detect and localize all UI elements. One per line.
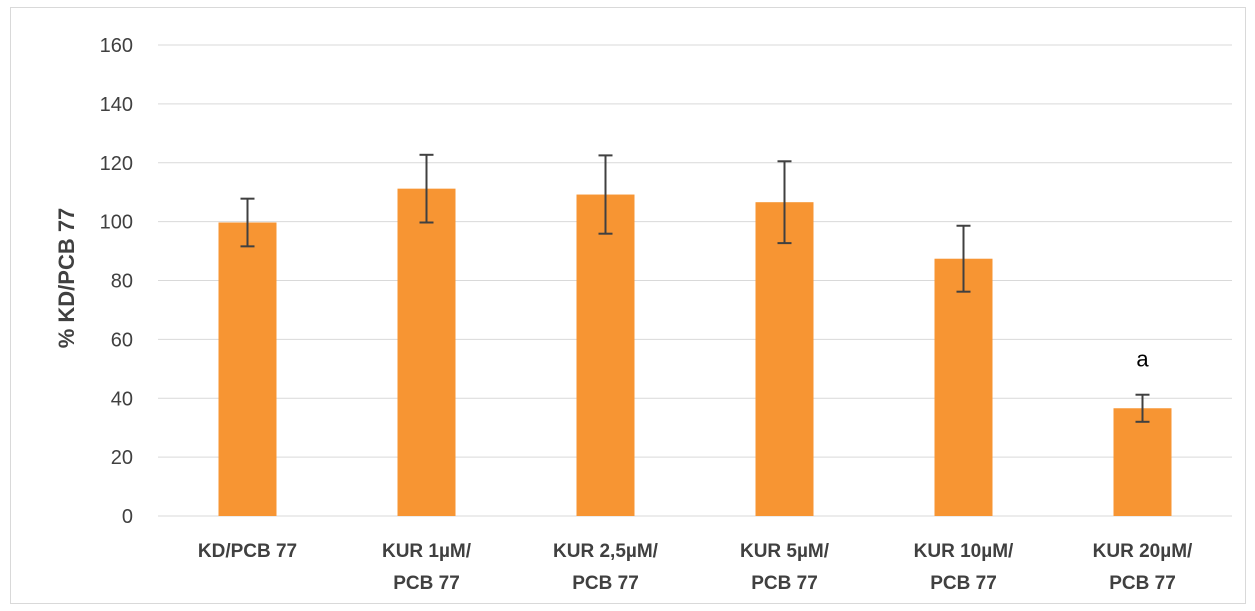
x-tick-label-line: KUR 20µM/ bbox=[1093, 541, 1193, 562]
x-tick-label: KUR 20µM/PCB 77 bbox=[1093, 541, 1193, 594]
gridlines bbox=[158, 44, 1232, 517]
bar bbox=[397, 188, 456, 516]
y-tick-label: 160 bbox=[100, 35, 133, 57]
x-tick-label-line: PCB 77 bbox=[751, 573, 818, 594]
y-tick-label: 120 bbox=[100, 153, 133, 175]
y-tick-label: 80 bbox=[111, 271, 133, 293]
error-bar bbox=[419, 153, 434, 224]
x-tick-label: KUR 10µM/PCB 77 bbox=[914, 541, 1014, 594]
bar bbox=[934, 258, 993, 516]
x-tick-label-line: PCB 77 bbox=[930, 573, 997, 594]
x-tick-label-line: KUR 1µM/ bbox=[382, 541, 472, 562]
x-tick-label-line: KD/PCB 77 bbox=[198, 541, 297, 562]
error-bar bbox=[240, 197, 255, 248]
error-bars bbox=[240, 153, 1150, 423]
y-tick-label: 60 bbox=[111, 329, 133, 351]
x-tick-label-line: KUR 5µM/ bbox=[740, 541, 830, 562]
y-tick-label: 140 bbox=[100, 94, 133, 116]
bar bbox=[755, 202, 814, 517]
x-tick-label-line: PCB 77 bbox=[572, 573, 639, 594]
y-tick-label: 40 bbox=[111, 388, 133, 410]
x-tick-label-line: PCB 77 bbox=[393, 573, 460, 594]
y-tick-label: 100 bbox=[100, 212, 133, 234]
bars bbox=[218, 188, 1172, 517]
x-tick-label-line: KUR 10µM/ bbox=[914, 541, 1014, 562]
y-tick-label: 0 bbox=[122, 506, 133, 528]
y-axis-label: % KD/PCB 77 bbox=[54, 208, 79, 349]
y-tick-labels: 0 20 40 60 80 100 120 140 160 bbox=[100, 35, 133, 528]
error-bar bbox=[777, 160, 792, 245]
annotations: a bbox=[1136, 347, 1149, 372]
error-bar bbox=[1135, 393, 1150, 423]
x-tick-label: KD/PCB 77 bbox=[198, 541, 297, 562]
error-bar bbox=[956, 224, 971, 293]
bar bbox=[1113, 408, 1172, 516]
error-bar bbox=[598, 154, 613, 235]
bar bbox=[576, 194, 635, 517]
x-tick-label: KUR 2,5µM/PCB 77 bbox=[553, 541, 659, 594]
significance-annotation: a bbox=[1136, 347, 1149, 372]
bar bbox=[218, 222, 277, 516]
x-tick-label: KUR 5µM/PCB 77 bbox=[740, 541, 830, 594]
x-tick-label: KUR 1µM/PCB 77 bbox=[382, 541, 472, 594]
x-tick-label-line: PCB 77 bbox=[1109, 573, 1176, 594]
y-tick-label: 20 bbox=[111, 447, 133, 469]
x-tick-label-line: KUR 2,5µM/ bbox=[553, 541, 659, 562]
